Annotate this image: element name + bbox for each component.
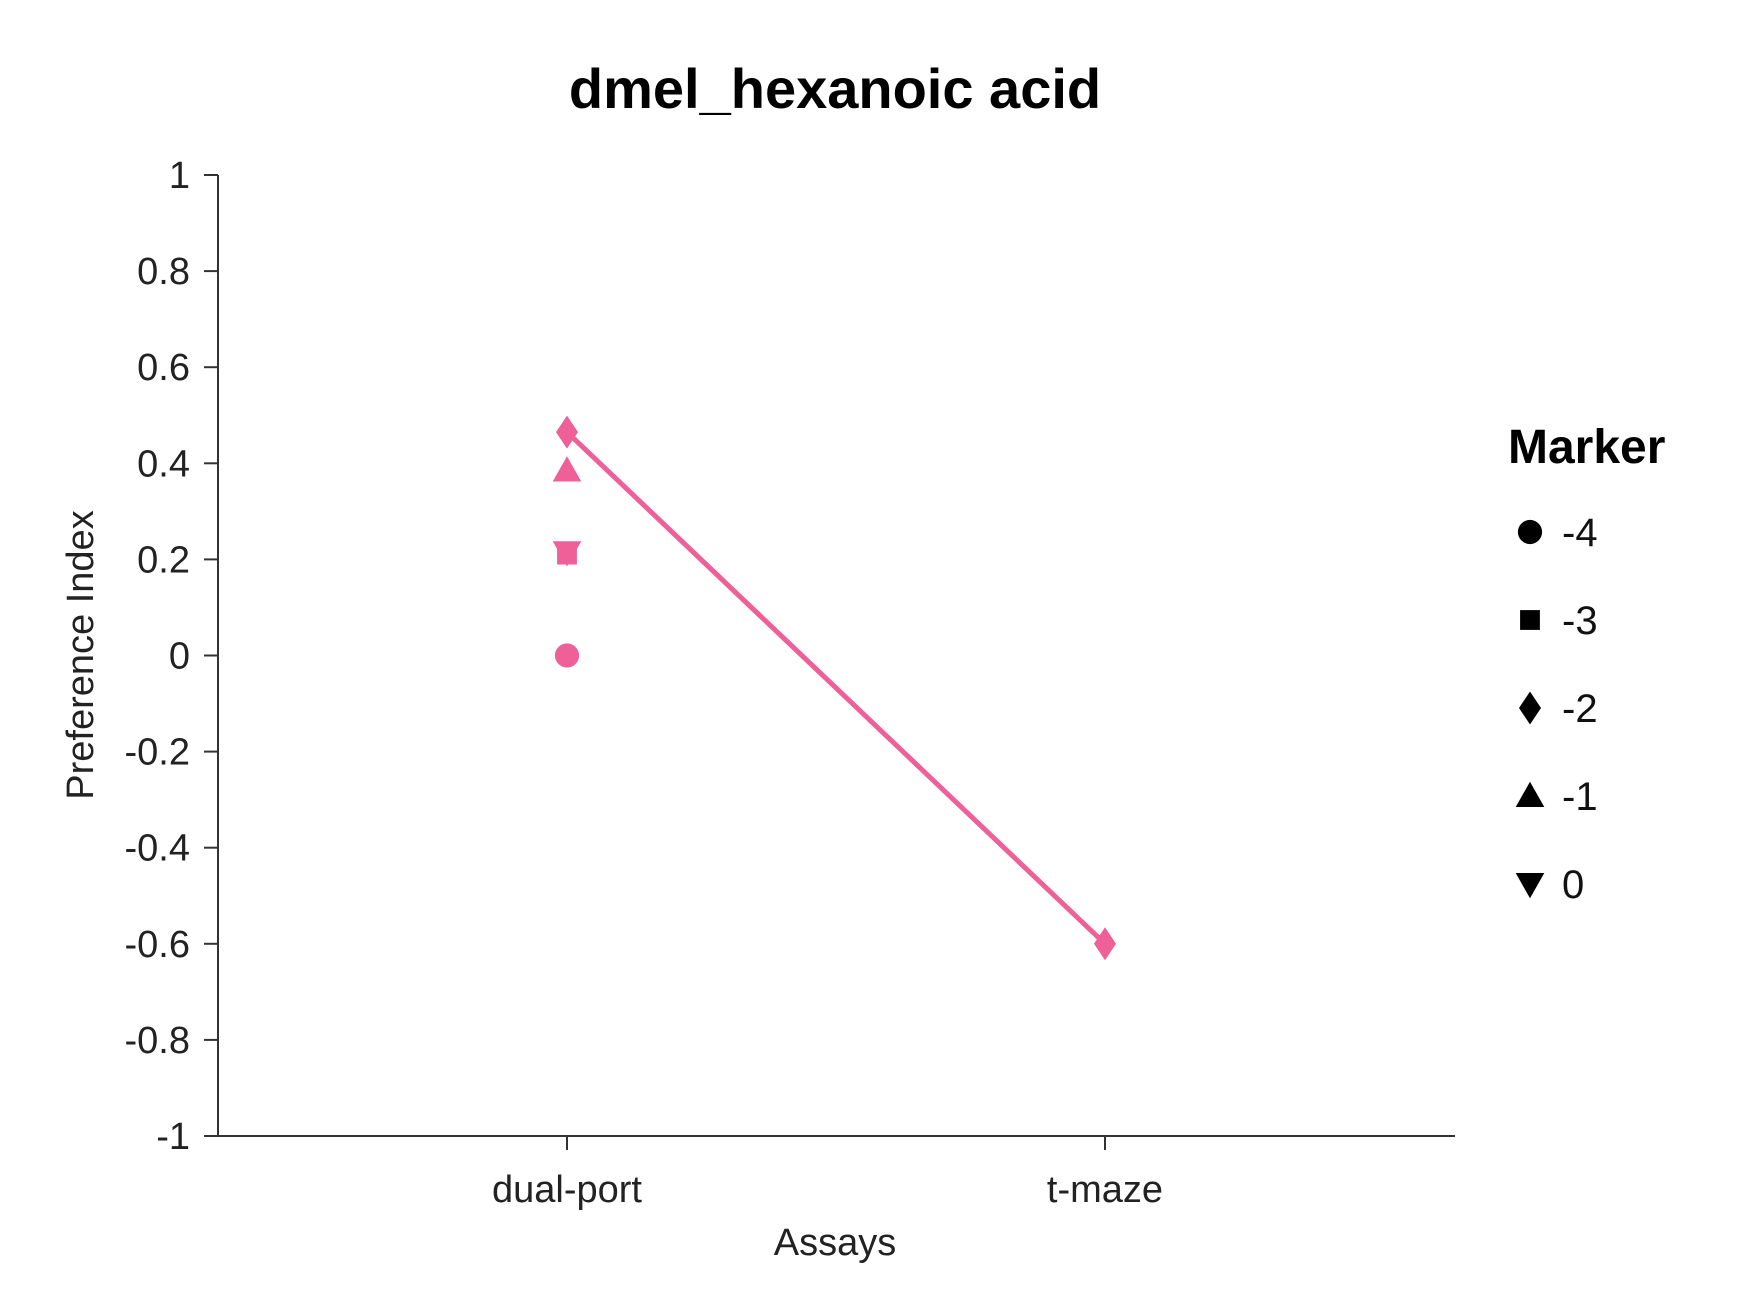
data-point [1094, 927, 1116, 961]
y-tick-label: -0.2 [125, 732, 190, 774]
data-point [552, 541, 582, 567]
series [552, 415, 1116, 961]
legend-label: -1 [1562, 775, 1598, 819]
x-tick-label: dual-port [492, 1169, 642, 1211]
legend-marker-icon [1520, 610, 1540, 630]
legend-marker-icon [1517, 519, 1543, 545]
x-axis-label: Assays [774, 1222, 896, 1264]
y-tick-label: -0.4 [125, 828, 190, 870]
axes [204, 175, 1455, 1137]
legend: Marker -4 -3 -2 -1 0 [1508, 421, 1665, 907]
y-tick-label: 0.6 [137, 347, 190, 389]
data-point [556, 415, 578, 449]
series-line [564, 429, 1108, 947]
legend-label: -2 [1562, 687, 1598, 731]
y-tick-label: -1 [156, 1116, 190, 1158]
y-tick-label: 1 [169, 155, 190, 197]
data-point [554, 643, 580, 668]
y-axis-label: Preference Index [60, 510, 102, 799]
legend-marker-icon [1515, 781, 1545, 807]
y-ticks: 1 0.8 0.6 0.4 0.2 0 -0.2 -0.4 -0.6 -0.8 -1 [125, 155, 218, 1158]
legend-label: -4 [1562, 511, 1598, 555]
y-tick-label: 0.4 [137, 443, 190, 485]
chart-title: dmel_hexanoic acid [569, 57, 1101, 120]
y-tick-label: -0.6 [125, 924, 190, 966]
data-point [552, 456, 582, 482]
y-tick-label: 0.2 [137, 539, 190, 581]
legend-title: Marker [1508, 421, 1665, 474]
x-ticks: dual-port t-maze [492, 1136, 1163, 1211]
legend-marker-icon [1519, 691, 1541, 725]
legend-label: -3 [1562, 599, 1598, 643]
x-tick-label: t-maze [1047, 1169, 1163, 1211]
legend-marker-icon [1515, 873, 1545, 899]
legend-label: 0 [1562, 863, 1584, 907]
y-tick-label: 0.8 [137, 251, 190, 293]
y-tick-label: 0 [169, 636, 190, 678]
y-tick-label: -0.8 [125, 1020, 190, 1062]
